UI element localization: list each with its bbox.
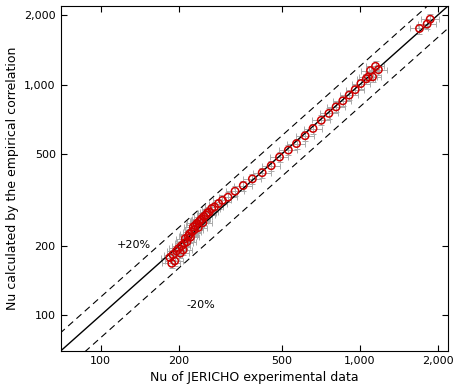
Point (338, 98, 346, 104)
Point (309, 125, 316, 131)
Point (178, 243, 185, 249)
Point (190, 223, 197, 230)
Point (176, 250, 184, 256)
Point (362, 76, 369, 82)
Text: +20%: +20% (116, 240, 150, 250)
Point (364, 74, 371, 80)
Point (194, 224, 202, 230)
Point (174, 245, 182, 252)
Point (368, 74, 375, 80)
Point (351, 87, 358, 93)
Point (180, 240, 187, 246)
Point (193, 220, 200, 227)
Point (168, 260, 175, 266)
Point (205, 209, 213, 215)
Point (173, 248, 180, 254)
Point (332, 104, 339, 110)
Point (275, 154, 283, 160)
Point (345, 92, 352, 98)
Point (218, 197, 226, 204)
Point (224, 194, 231, 200)
Point (207, 206, 215, 212)
Point (171, 258, 178, 264)
Point (374, 67, 381, 73)
Point (371, 63, 378, 69)
Point (188, 229, 195, 235)
Point (423, 21, 430, 27)
Point (181, 236, 189, 242)
Point (183, 239, 190, 245)
Point (200, 213, 207, 220)
Point (284, 147, 291, 153)
Point (210, 204, 218, 210)
Point (425, 16, 433, 22)
Point (197, 216, 205, 222)
Point (199, 220, 206, 226)
Point (301, 133, 308, 139)
Point (185, 233, 192, 239)
Point (357, 80, 364, 87)
Point (186, 234, 194, 240)
Y-axis label: Nu calculated by the empirical correlation: Nu calculated by the empirical correlati… (6, 46, 18, 310)
Point (317, 117, 324, 123)
Point (258, 170, 265, 176)
Point (202, 212, 209, 218)
Point (169, 252, 176, 258)
Point (292, 140, 300, 147)
Point (248, 176, 256, 182)
Point (185, 231, 193, 237)
Point (190, 227, 198, 233)
Point (179, 247, 186, 253)
X-axis label: Nu of JERICHO experimental data: Nu of JERICHO experimental data (150, 371, 358, 385)
Point (166, 254, 173, 261)
Point (239, 183, 246, 189)
Point (203, 210, 211, 216)
Point (195, 218, 202, 225)
Point (366, 67, 373, 74)
Point (325, 110, 332, 117)
Point (214, 200, 222, 207)
Point (415, 25, 422, 32)
Point (196, 217, 204, 223)
Point (191, 222, 199, 229)
Point (267, 163, 274, 169)
Point (231, 188, 238, 194)
Text: -20%: -20% (186, 300, 215, 310)
